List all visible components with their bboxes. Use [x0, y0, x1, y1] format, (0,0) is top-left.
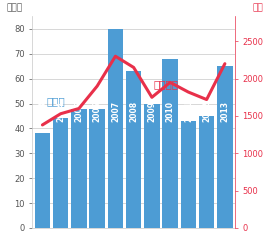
Bar [217, 66, 233, 228]
Text: 万トン: 万トン [6, 3, 22, 12]
Bar [89, 109, 105, 228]
Text: 2006: 2006 [93, 101, 102, 122]
Text: 2011: 2011 [184, 101, 193, 122]
Text: 2005: 2005 [75, 101, 83, 122]
Bar [162, 59, 178, 228]
Bar [108, 29, 123, 228]
Bar [181, 121, 196, 228]
Bar [199, 116, 214, 228]
Text: 2010: 2010 [166, 101, 175, 122]
Text: 2013: 2013 [220, 101, 230, 122]
Text: 輸出量: 輸出量 [47, 96, 65, 106]
Text: 2004: 2004 [56, 101, 65, 122]
Text: 億円: 億円 [252, 3, 263, 12]
Text: 2012: 2012 [202, 101, 211, 122]
Text: 輸出金額: 輸出金額 [154, 79, 179, 89]
Bar [126, 71, 141, 228]
Bar [53, 118, 68, 228]
Bar [71, 109, 87, 228]
Bar [35, 133, 50, 228]
Bar [144, 104, 160, 228]
Text: 2003: 2003 [38, 101, 47, 122]
Text: 2009: 2009 [147, 101, 156, 122]
Text: 2008: 2008 [129, 101, 138, 122]
Text: 2007: 2007 [111, 101, 120, 122]
